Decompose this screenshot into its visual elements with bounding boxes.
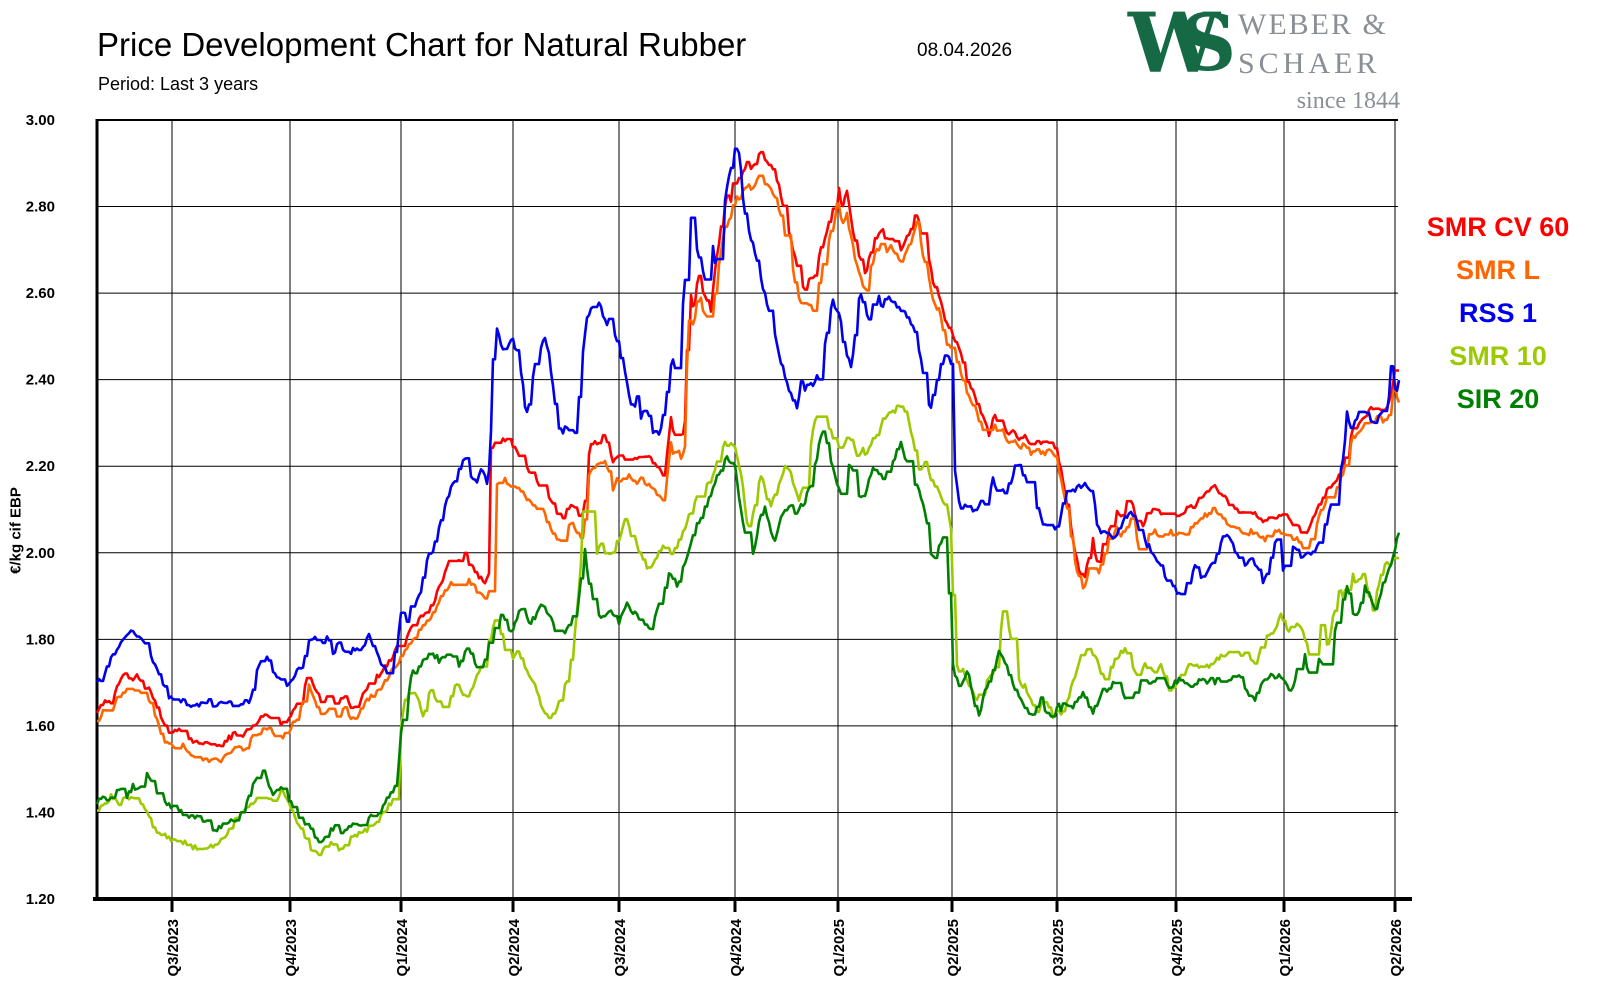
legend-item-smr-cv-60: SMR CV 60 [1426,212,1570,242]
y-tick-label: 2.40 [26,372,55,389]
weber-schaer-logo: W S WEBER & SCHAER since 1844 [1108,0,1600,114]
x-tick-label: Q2/2025 [945,919,962,977]
x-tick-label: Q4/2025 [1169,919,1186,977]
monogram-w: W [1128,0,1221,92]
x-tick-label: Q3/2024 [612,918,629,976]
y-tick-label: 2.80 [26,199,55,216]
y-tick-label: 2.60 [26,285,55,302]
ws-monogram-icon: W S [1128,0,1238,92]
y-tick-label: 1.80 [26,631,55,648]
x-tick-label: Q3/2023 [165,919,182,977]
y-tick-label: 1.40 [26,804,55,821]
y-tick-label: 3.00 [26,112,55,129]
logo-name-line2: SCHAER [1238,47,1381,80]
page-title: Price Development Chart for Natural Rubb… [97,26,747,63]
monogram-s: S [1180,0,1237,89]
legend-item-sir-20: SIR 20 [1456,384,1540,414]
y-tick-label: 2.20 [26,458,55,475]
series-line-sir-20 [95,430,1401,844]
x-tick-label: Q4/2024 [728,918,745,976]
x-tick-label: Q1/2025 [831,919,848,977]
logo-name-line1: WEBER & [1238,8,1388,41]
x-tick-label: Q4/2023 [283,919,300,977]
period-subtitle: Period: Last 3 years [98,74,259,94]
y-tick-label: 2.00 [26,545,55,562]
series-line-rss-1 [95,147,1401,709]
x-tick-label: Q2/2024 [506,918,523,976]
legend-item-smr-l: SMR L [1456,255,1540,285]
y-tick-label: 1.20 [26,891,55,908]
x-tick-label: Q2/2026 [1388,919,1405,977]
x-tick-label: Q3/2025 [1050,919,1067,977]
legend-item-rss-1: RSS 1 [1458,298,1538,328]
series-line-smr-l [97,174,1401,764]
report-date: 08.04.2026 [917,40,1013,61]
series-line-smr-cv-60 [95,150,1399,748]
y-tick-label: 1.60 [26,718,55,735]
legend-item-smr-10: SMR 10 [1449,341,1547,371]
chart-legend: SMR CV 60 SMR L RSS 1 SMR 10 SIR 20 [1398,206,1598,421]
x-tick-label: Q1/2024 [394,918,411,976]
series-line-smr-10 [97,404,1399,857]
logo-tagline: since 1844 [1296,88,1400,114]
x-tick-label: Q1/2026 [1277,919,1294,977]
